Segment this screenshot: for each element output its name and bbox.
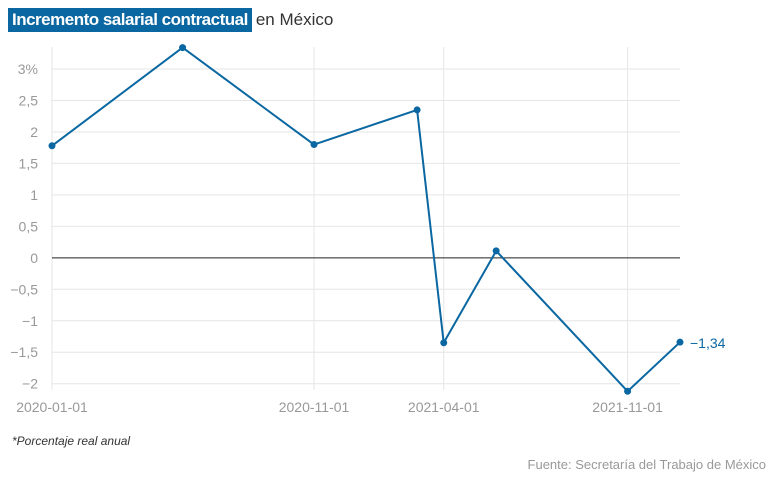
chart-title-rest: en México [255,10,334,29]
chart-source: Fuente: Secretaría del Trabajo de México [527,457,766,472]
chart-note: *Porcentaje real anual [12,434,131,448]
y-tick-label: −1,5 [10,344,38,360]
y-tick-label: −1 [22,313,38,329]
y-tick-label: 3% [18,61,38,77]
data-point [676,338,684,346]
line-chart: −2 −1,5 −1 −0,5 0 0,5 1 1,5 2 2,5 3% 2020-01-01 2020… [10,44,726,415]
end-value-label: −1,34 [690,335,726,351]
y-tick-label: 1,5 [19,155,39,171]
y-tick-label: 1 [30,187,38,203]
y-tick-label: 0 [30,250,38,266]
chart-title: Incremento salarial contractual en Méxic… [8,8,333,32]
data-point [48,142,56,150]
y-tick-label: −0,5 [10,281,38,297]
y-tick-label: −2 [22,376,38,392]
x-tick-label: 2021-11-01 [592,399,663,415]
y-tick-label: 0,5 [19,218,39,234]
data-point [492,247,500,255]
y-tick-label: 2 [30,124,38,140]
y-tick-label: 2,5 [19,92,39,108]
data-point [440,339,448,347]
data-point [413,106,421,114]
data-point [179,44,187,52]
x-tick-label: 2020-11-01 [279,399,350,415]
data-point [310,141,318,149]
chart-title-highlight: Incremento salarial contractual [8,8,252,32]
series-line [51,46,681,393]
data-point [624,387,632,395]
x-tick-label: 2021-04-01 [408,399,480,415]
x-tick-label: 2020-01-01 [16,399,88,415]
